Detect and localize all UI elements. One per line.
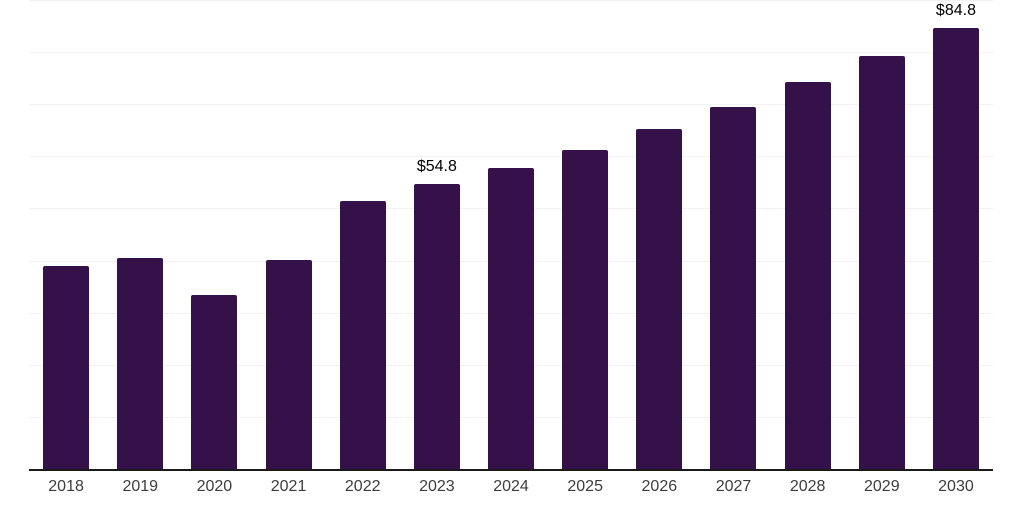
bar-column: [474, 0, 548, 470]
bar-column: $84.8: [919, 0, 993, 470]
x-tick-label-2022: 2022: [344, 478, 381, 495]
bar-2023: [413, 184, 460, 470]
bar-2019: [117, 257, 164, 470]
bar-column: [103, 0, 177, 470]
x-tick-label-2018: 2018: [48, 478, 84, 495]
x-tick-label-2019: 2019: [122, 478, 159, 495]
bar-column: [696, 0, 770, 470]
bar-2027: [710, 107, 757, 470]
bar-2025: [562, 149, 609, 470]
bar-2028: [784, 82, 831, 470]
bar-column: [177, 0, 251, 470]
gridline: [29, 104, 993, 106]
gridline: [29, 156, 993, 158]
plot-area: $54.8 $84.8: [29, 0, 993, 471]
bar-column: [771, 0, 845, 470]
x-tick-label-2024: 2024: [493, 478, 529, 495]
x-tick-label-2028: 2028: [789, 478, 826, 495]
gridline: [29, 52, 993, 54]
bar-column: [845, 0, 919, 470]
bar-2026: [636, 129, 683, 470]
bar-column: [326, 0, 400, 470]
bar-column: [29, 0, 103, 470]
bar-value-label-2030: $84.8: [935, 2, 976, 20]
bar-2024: [488, 167, 535, 470]
bar-column: $54.8: [400, 0, 474, 470]
x-tick-label-2027: 2027: [715, 478, 752, 495]
x-tick-label-2029: 2029: [864, 478, 900, 495]
bar-2021: [265, 260, 312, 470]
x-tick-label-2023: 2023: [419, 478, 455, 495]
bar-2020: [191, 294, 238, 470]
bar-column: [251, 0, 325, 470]
bar-2022: [339, 201, 386, 470]
bar-2029: [858, 55, 905, 470]
x-axis-tick-labels: 2018 2019 2020 2021 2022 2023 2024 2025 2026 2027…: [29, 478, 993, 496]
bar-2018: [43, 266, 90, 470]
bars-container: $54.8 $84.8: [29, 0, 993, 470]
x-tick-label-2021: 2021: [270, 478, 307, 495]
x-tick-label-2025: 2025: [567, 478, 603, 495]
bar-value-label-2023: $54.8: [416, 158, 457, 176]
x-tick-label-2020: 2020: [196, 478, 233, 495]
bar-column: [548, 0, 622, 470]
bar-2030: [932, 28, 979, 470]
x-axis-line: [29, 469, 993, 471]
gridline: [29, 0, 993, 2]
x-tick-label-2030: 2030: [938, 478, 974, 495]
x-tick-label-2026: 2026: [641, 478, 678, 495]
bar-column: [622, 0, 696, 470]
